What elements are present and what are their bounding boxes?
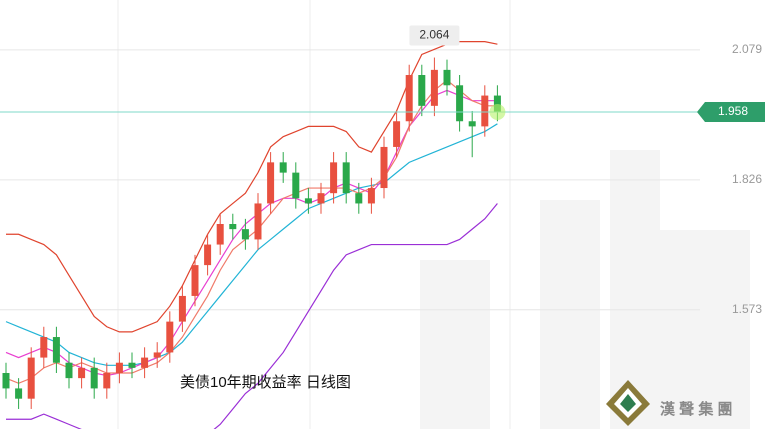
candle-body bbox=[481, 95, 489, 127]
candle-body bbox=[178, 295, 186, 322]
candle-body bbox=[493, 95, 501, 113]
indicator-line bbox=[6, 203, 498, 429]
last-price-label: 1.958 bbox=[718, 104, 748, 118]
indicator-line bbox=[5, 123, 498, 366]
candle-body bbox=[128, 362, 136, 368]
candle-body bbox=[204, 244, 212, 266]
candle-body bbox=[468, 121, 476, 127]
candle-body bbox=[355, 193, 363, 204]
candle-body bbox=[78, 367, 86, 379]
candle-body bbox=[241, 229, 249, 240]
candle-body bbox=[456, 85, 464, 122]
decor bbox=[420, 150, 750, 429]
chart-title: 美债10年期收益率 日线图 bbox=[180, 374, 351, 391]
candle-body bbox=[393, 121, 401, 147]
candle-body bbox=[254, 203, 262, 240]
max-label-box bbox=[409, 25, 460, 46]
plot bbox=[2, 41, 501, 429]
logo: 漢 聲 集 團 bbox=[606, 380, 733, 426]
y-tick-label: 1.826 bbox=[732, 172, 762, 186]
logo-text: 漢 聲 集 團 bbox=[660, 400, 733, 418]
candle-body bbox=[267, 162, 275, 204]
last-price-glow bbox=[489, 104, 506, 121]
candle-body bbox=[40, 337, 48, 358]
max-label: 2.064 bbox=[419, 28, 449, 42]
candle-body bbox=[380, 146, 388, 189]
indicator-line bbox=[6, 41, 498, 333]
y-tick-label: 2.079 bbox=[732, 42, 762, 56]
candle-body bbox=[317, 193, 325, 204]
last-price-tag bbox=[697, 102, 765, 123]
candle-body bbox=[430, 69, 438, 106]
indicator-line bbox=[5, 79, 498, 384]
y-tick-label: 1.573 bbox=[732, 302, 762, 316]
candle-body bbox=[65, 362, 73, 379]
candle-body bbox=[90, 367, 98, 389]
candle-body bbox=[103, 372, 111, 389]
candle-body bbox=[216, 224, 224, 245]
candle-body bbox=[166, 321, 174, 353]
candle-body bbox=[115, 362, 123, 373]
indicator-line bbox=[5, 89, 498, 377]
candle-body bbox=[15, 388, 23, 399]
candle-body bbox=[367, 188, 375, 204]
candle-body bbox=[52, 337, 60, 363]
candle-body bbox=[191, 265, 199, 296]
candle-body bbox=[27, 357, 35, 399]
candle-body bbox=[443, 69, 451, 86]
candle-body bbox=[304, 198, 312, 204]
candle-body bbox=[342, 162, 350, 194]
candle-body bbox=[418, 75, 426, 106]
candle-body bbox=[279, 162, 287, 173]
candle-body bbox=[229, 224, 237, 230]
candle-body bbox=[292, 172, 300, 199]
candle-body bbox=[153, 352, 161, 358]
candle-body bbox=[141, 357, 149, 368]
candle-body bbox=[405, 75, 413, 122]
candle-body bbox=[330, 162, 338, 194]
candle-body bbox=[2, 372, 10, 389]
